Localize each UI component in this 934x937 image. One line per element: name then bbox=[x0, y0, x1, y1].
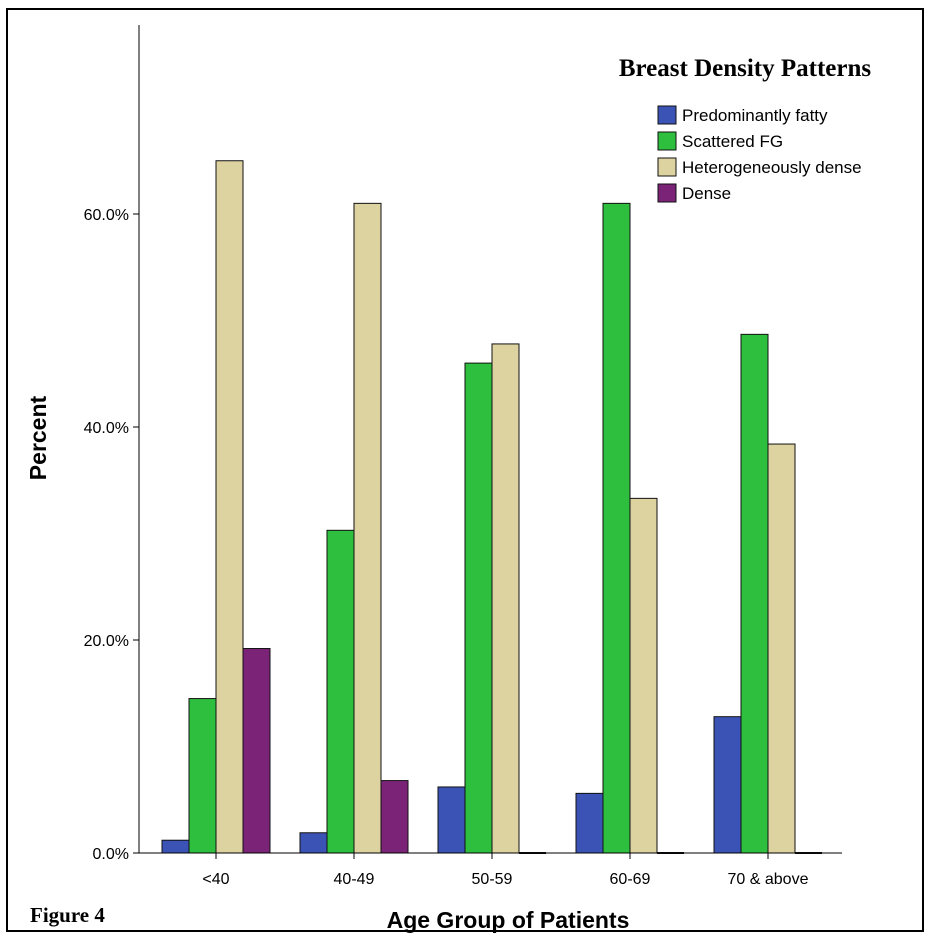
chart-title: Breast Density Patterns bbox=[619, 55, 872, 82]
bar-predominantly-fatty-4 bbox=[713, 716, 742, 854]
x-axis-title: Age Group of Patients bbox=[387, 907, 630, 933]
x-tick-label: 50-59 bbox=[472, 871, 513, 888]
plot-area bbox=[161, 160, 822, 854]
bar-heterogeneously-dense-1 bbox=[353, 202, 382, 854]
bar-heterogeneously-dense-4 bbox=[767, 443, 796, 854]
legend-swatch bbox=[657, 183, 677, 203]
legend-label: Dense bbox=[682, 184, 731, 203]
bar-dense-0 bbox=[242, 648, 271, 854]
bar-scattered-fg-4 bbox=[740, 333, 769, 854]
y-tick-label: 0.0% bbox=[93, 846, 129, 863]
x-tick-label: 60-69 bbox=[610, 871, 651, 888]
x-tick-label: 70 & above bbox=[728, 871, 809, 888]
legend: Predominantly fatty Scattered FG Heterogen… bbox=[657, 105, 862, 203]
bar-predominantly-fatty-3 bbox=[575, 792, 604, 854]
x-tick-label: 40-49 bbox=[334, 871, 375, 888]
bar-scattered-fg-2 bbox=[464, 362, 493, 854]
bar-predominantly-fatty-0 bbox=[161, 839, 190, 854]
bar-scattered-fg-1 bbox=[326, 529, 355, 854]
bar-scattered-fg-0 bbox=[188, 698, 217, 854]
bar-predominantly-fatty-2 bbox=[437, 786, 466, 854]
legend-label: Heterogeneously dense bbox=[682, 158, 862, 177]
y-tick-label: 20.0% bbox=[84, 633, 129, 650]
bar-predominantly-fatty-1 bbox=[299, 832, 328, 854]
bar-heterogeneously-dense-2 bbox=[491, 343, 520, 854]
y-ticks: 0.0% 20.0% 40.0% 60.0% bbox=[84, 207, 139, 863]
bar-dense-1 bbox=[380, 780, 409, 854]
x-tick-label: <40 bbox=[202, 871, 229, 888]
bar-heterogeneously-dense-0 bbox=[215, 160, 244, 854]
figure-frame bbox=[6, 8, 924, 932]
bar-heterogeneously-dense-3 bbox=[629, 497, 658, 854]
axes bbox=[138, 25, 842, 854]
y-tick-label: 40.0% bbox=[84, 420, 129, 437]
x-ticks: <40 40-49 50-59 60-69 70 & above bbox=[202, 853, 809, 888]
legend-label: Predominantly fatty bbox=[682, 106, 828, 125]
y-axis-title: Percent bbox=[25, 395, 51, 480]
figure-label: Figure 4 bbox=[30, 903, 105, 927]
legend-swatch bbox=[657, 131, 677, 151]
legend-swatch bbox=[657, 157, 677, 177]
legend-label: Scattered FG bbox=[682, 132, 783, 151]
legend-swatch bbox=[657, 105, 677, 125]
bar-scattered-fg-3 bbox=[602, 202, 631, 854]
y-tick-label: 60.0% bbox=[84, 207, 129, 224]
